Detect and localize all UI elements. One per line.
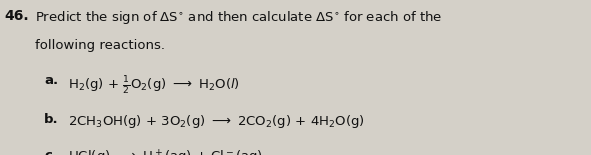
Text: HCl(g) $\longrightarrow$ H$^+$(aq) + Cl$^-$(aq): HCl(g) $\longrightarrow$ H$^+$(aq) + Cl$…: [68, 149, 263, 155]
Text: a.: a.: [44, 74, 59, 87]
Text: Predict the sign of $\mathregular{\Delta S^{\circ}}$ and then calculate $\mathre: Predict the sign of $\mathregular{\Delta…: [35, 9, 443, 26]
Text: c.: c.: [44, 149, 57, 155]
Text: H$_2$(g) + $\mathregular{\frac{1}{2}}$O$_2$(g) $\longrightarrow$ H$_2$O($\mathit: H$_2$(g) + $\mathregular{\frac{1}{2}}$O$…: [68, 74, 240, 97]
Text: following reactions.: following reactions.: [35, 39, 165, 52]
Text: b.: b.: [44, 113, 59, 126]
Text: 46.: 46.: [5, 9, 30, 23]
Text: 2CH$_3$OH(g) + 3O$_2$(g) $\longrightarrow$ 2CO$_2$(g) + 4H$_2$O(g): 2CH$_3$OH(g) + 3O$_2$(g) $\longrightarro…: [68, 113, 365, 130]
